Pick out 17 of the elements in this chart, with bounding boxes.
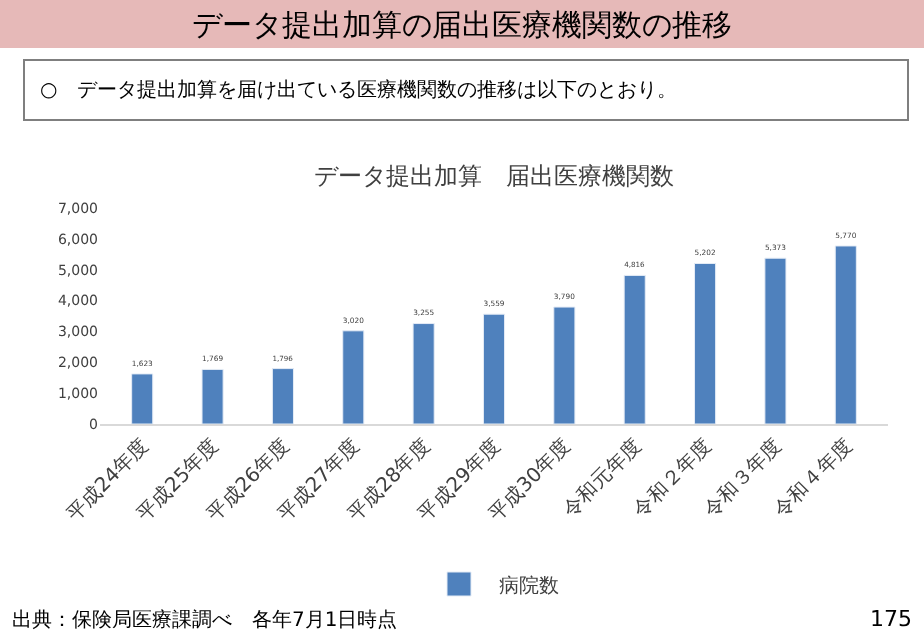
bar	[482, 313, 506, 424]
text: 175	[870, 606, 912, 632]
chart-title: データ提出加算の届出医療機関数の推移	[192, 6, 732, 43]
bar	[342, 330, 365, 424]
bar	[834, 245, 857, 424]
bar	[412, 323, 435, 424]
bar	[201, 368, 224, 424]
chart-subtitle: ○ データ提出加算を届け出ている医療機関数の推移は以下のとおり。	[40, 78, 678, 102]
bar	[694, 262, 717, 424]
text: データ提出加算 届出医療機関数	[314, 162, 674, 190]
bar	[764, 257, 787, 424]
source-note: 出典：保険局医療課調べ 各年7月1日時点	[12, 608, 398, 632]
bar	[271, 368, 294, 424]
legend-label: 病院数	[499, 573, 559, 598]
bar	[131, 373, 154, 424]
bar	[623, 274, 646, 424]
bar	[553, 306, 576, 424]
